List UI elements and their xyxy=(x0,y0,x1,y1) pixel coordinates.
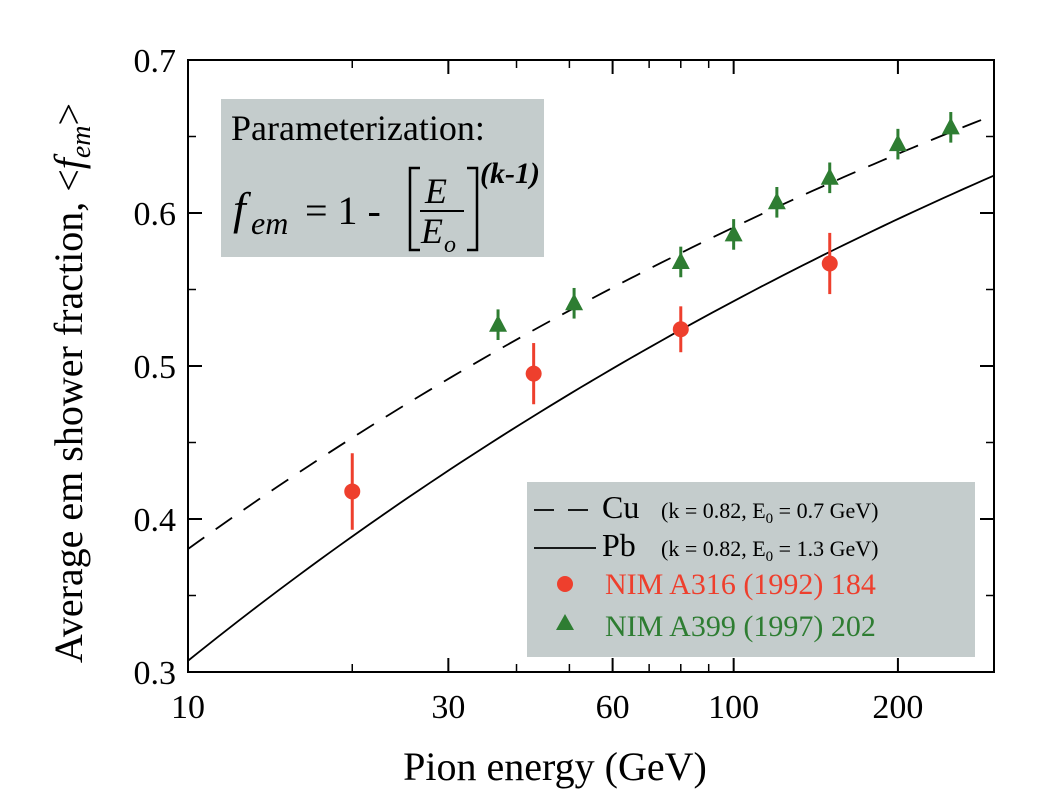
legend-item-cu: Cu (k = 0.82, E0 = 0.7 GeV) xyxy=(534,489,878,527)
curve-pb xyxy=(187,174,995,662)
parameterization-lhs-sub: em xyxy=(251,205,288,241)
legend-cu-params-a: (k = 0.82, E xyxy=(661,498,766,523)
y-axis-title: Average em shower fraction, <fem> xyxy=(46,103,97,663)
data-point-triangle xyxy=(767,192,786,210)
parameterization-equals: = 1 - xyxy=(305,188,381,233)
legend-circle-marker xyxy=(557,576,573,592)
legend-item-pb: Pb (k = 0.82, E0 = 1.3 GeV) xyxy=(534,527,878,565)
legend-pb-params-sub: 0 xyxy=(766,549,774,565)
data-point-triangle xyxy=(888,134,907,152)
data-points xyxy=(344,112,960,530)
parameterization-exponent: (k-1) xyxy=(480,157,540,190)
legend-cu-params: (k = 0.82, E0 = 0.7 GeV) xyxy=(661,498,878,527)
x-tick-label: 200 xyxy=(872,689,923,726)
legend-pb-params: (k = 0.82, E0 = 1.3 GeV) xyxy=(661,536,878,565)
fit-curves xyxy=(187,114,995,662)
y-axis-title-sub: em xyxy=(66,125,97,158)
data-point-triangle xyxy=(489,314,508,332)
parameterization-box: Parameterization: f em = 1 - E E o (k-1) xyxy=(221,99,544,258)
legend: Cu (k = 0.82, E0 = 0.7 GeV) Pb (k = 0.82… xyxy=(527,482,975,657)
y-tick-label: 0.3 xyxy=(134,655,177,692)
legend-pb-params-a: (k = 0.82, E xyxy=(661,536,766,561)
data-point-circle xyxy=(672,321,689,338)
x-tick-label: 30 xyxy=(431,689,465,726)
legend-cu-name: Cu xyxy=(602,489,639,525)
y-tick-label: 0.7 xyxy=(134,43,177,80)
legend-item-nim-a399: NIM A399 (1997) 202 xyxy=(556,610,876,643)
y-tick-label: 0.4 xyxy=(134,502,177,539)
data-point-circle xyxy=(525,365,542,382)
x-tick-label: 10 xyxy=(171,689,205,726)
data-point-triangle xyxy=(820,167,839,185)
legend-nim-a316-label: NIM A316 (1992) 184 xyxy=(605,568,876,601)
y-tick-label: 0.5 xyxy=(134,349,177,386)
x-tick-label: 100 xyxy=(708,689,759,726)
legend-pb-params-end: = 1.3 GeV) xyxy=(773,536,878,561)
parameterization-title: Parameterization: xyxy=(231,108,485,148)
legend-nim-a399-label: NIM A399 (1997) 202 xyxy=(605,610,876,643)
legend-item-nim-a316: NIM A316 (1992) 184 xyxy=(557,568,876,601)
data-point-triangle xyxy=(671,251,690,269)
data-point-triangle xyxy=(724,224,743,242)
legend-cu-params-sub: 0 xyxy=(766,511,774,527)
bracket-left xyxy=(408,166,420,252)
parameterization-background xyxy=(221,99,544,257)
bracket-right xyxy=(467,166,479,252)
parameterization-denominator: E xyxy=(420,211,443,251)
legend-cu-params-end: = 0.7 GeV) xyxy=(773,498,878,523)
x-axis-title: Pion energy (GeV) xyxy=(403,744,707,789)
data-point-circle xyxy=(821,255,838,272)
data-point-circle xyxy=(344,483,361,500)
y-tick-label: 0.6 xyxy=(134,196,177,233)
parameterization-numerator: E xyxy=(424,171,447,211)
parameterization-denominator-sub: o xyxy=(444,232,456,258)
y-axis-title-main: Average em shower fraction, < xyxy=(46,169,91,663)
legend-triangle-marker xyxy=(556,614,574,630)
y-axis-title-end: > xyxy=(46,103,91,126)
x-tick-label: 60 xyxy=(596,689,630,726)
data-point-triangle xyxy=(565,293,584,311)
axis-tick-labels: 10 30 60 100 200 0.3 0.4 0.5 0.6 0.7 xyxy=(134,43,924,726)
legend-background xyxy=(527,482,975,657)
axis-ticks xyxy=(187,59,995,673)
legend-pb-name: Pb xyxy=(602,527,636,563)
data-point-triangle xyxy=(941,117,960,135)
